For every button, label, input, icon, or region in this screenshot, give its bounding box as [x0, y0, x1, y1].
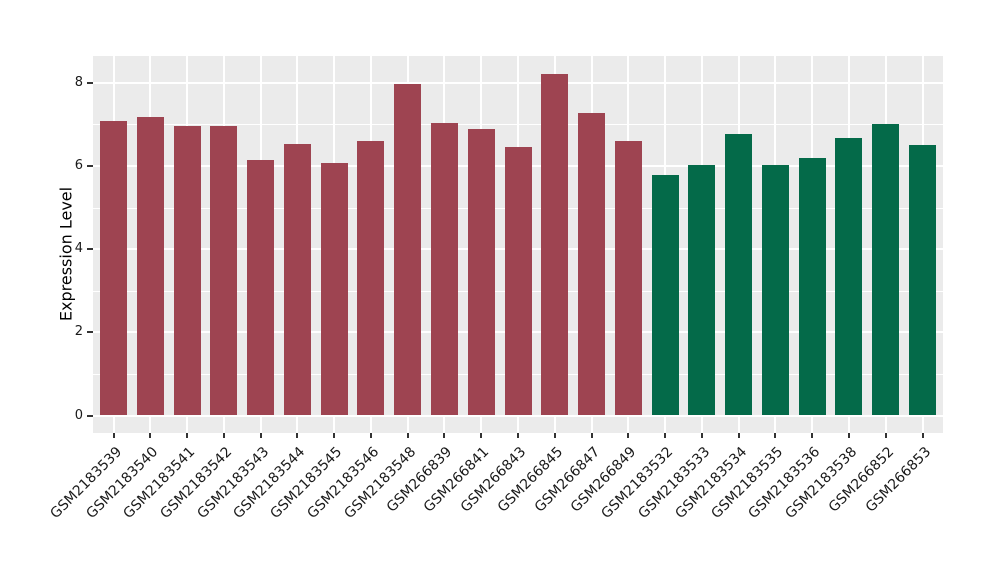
x-axis-tick-mark: [333, 433, 336, 438]
bar-GSM266845: [541, 74, 569, 416]
bar-GSM266841: [467, 129, 495, 416]
bar-GSM266843: [504, 147, 532, 416]
y-axis-tick-mark: [87, 248, 93, 251]
plot-area: [93, 56, 943, 433]
bar-GSM266849: [614, 141, 642, 416]
x-axis-tick-mark: [884, 433, 887, 438]
bar-GSM2183535: [761, 165, 789, 416]
x-axis-tick-mark: [517, 433, 519, 438]
y-axis-tick-mark: [87, 81, 93, 84]
x-axis-tick-mark: [369, 433, 372, 438]
bar-GSM2183542: [210, 126, 238, 416]
x-axis-tick-mark: [700, 433, 703, 438]
x-axis-tick-mark: [847, 433, 850, 438]
bar-GSM2183534: [725, 134, 753, 416]
bar-GSM2183548: [394, 83, 422, 416]
x-axis-tick-label-text: GSM266853: [862, 444, 934, 516]
horizontal-major-gridline: [93, 81, 943, 84]
bar-GSM2183546: [357, 140, 385, 416]
bar-GSM2183532: [651, 175, 679, 416]
x-axis-tick-mark: [811, 433, 814, 438]
y-axis-title-text: Expression Level: [56, 186, 76, 322]
horizontal-minor-gridline: [93, 124, 943, 126]
bar-GSM2183538: [835, 138, 863, 416]
x-axis-tick-mark: [480, 433, 483, 438]
x-axis-tick-mark: [149, 433, 152, 438]
x-axis-tick-mark: [627, 433, 630, 438]
x-axis-tick-mark: [921, 433, 924, 438]
bar-GSM266839: [430, 123, 458, 416]
bar-GSM2183539: [100, 121, 127, 416]
bar-GSM2183545: [320, 162, 348, 416]
x-axis-tick-mark: [112, 433, 115, 438]
x-axis-tick-mark: [259, 433, 262, 438]
x-axis-tick-mark: [406, 433, 409, 438]
y-axis-tick-label: 0: [74, 407, 83, 423]
x-axis-tick-mark: [664, 433, 667, 438]
horizontal-major-gridline: [93, 414, 943, 417]
x-axis-tick-mark: [774, 433, 777, 438]
bar-GSM2183536: [798, 158, 826, 416]
y-axis-tick-label: 2: [74, 324, 83, 340]
bar-GSM2183544: [283, 144, 311, 416]
x-axis-tick-mark: [443, 433, 446, 438]
x-axis-tick-mark: [590, 433, 593, 438]
y-axis-tick-mark: [87, 164, 93, 167]
x-axis-tick-mark: [296, 433, 299, 438]
y-axis-tick-label: 4: [74, 241, 83, 257]
x-axis-tick-mark: [553, 433, 556, 438]
bar-GSM266852: [872, 124, 900, 416]
y-axis-tick-label: 8: [74, 74, 83, 90]
x-axis-tick-mark: [222, 433, 225, 438]
bar-GSM2183543: [247, 159, 275, 416]
y-axis-tick-mark: [87, 331, 93, 334]
bar-GSM266853: [909, 144, 936, 416]
bar-GSM266847: [578, 113, 606, 416]
bar-GSM2183540: [136, 117, 164, 416]
bar-GSM2183533: [688, 165, 716, 416]
bar-GSM2183541: [173, 126, 201, 416]
x-axis-tick-mark: [737, 433, 740, 438]
x-axis-tick-mark: [186, 433, 189, 438]
y-axis-tick-label: 6: [74, 157, 83, 173]
y-axis-tick-mark: [87, 414, 93, 417]
